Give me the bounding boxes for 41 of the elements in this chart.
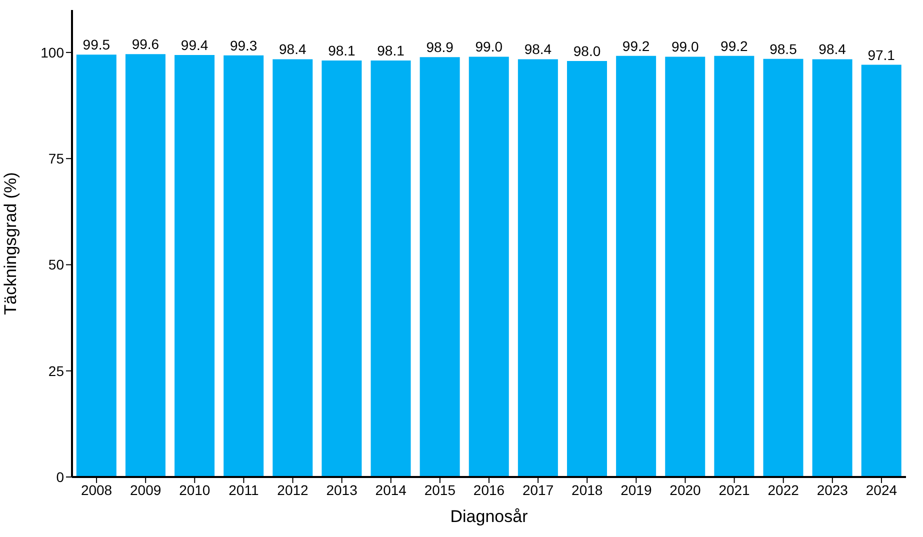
data-label: 99.2: [720, 38, 748, 54]
x-tick-label: 2010: [179, 482, 210, 498]
y-axis-title: Täckningsgrad (%): [1, 172, 20, 315]
x-tick-label: 2014: [375, 482, 407, 498]
y-tick-label: 25: [48, 362, 64, 379]
x-tick-label: 2016: [473, 482, 505, 498]
data-label: 98.4: [818, 41, 846, 58]
data-label: 97.1: [868, 46, 896, 63]
y-tick-label: 100: [40, 44, 64, 60]
x-tick-label: 2015: [424, 482, 456, 498]
data-label: 98.4: [279, 41, 306, 58]
x-tick-label: 2013: [326, 482, 358, 498]
data-label: 99.3: [230, 37, 258, 54]
data-label: 98.4: [524, 41, 552, 58]
x-tick-label: 2023: [816, 482, 848, 498]
data-label: 99.0: [475, 38, 503, 55]
data-label: 98.1: [377, 42, 405, 59]
y-tick-label: 75: [48, 150, 64, 167]
data-label: 98.0: [573, 42, 601, 59]
x-tick-label: 2018: [572, 482, 603, 498]
y-tick-label: 0: [56, 468, 64, 485]
data-label: 98.9: [426, 39, 454, 56]
data-label: 98.5: [770, 40, 798, 57]
x-axis-title: Diagnosår: [450, 507, 528, 526]
x-tick-label: 2024: [866, 482, 898, 498]
x-tick-label: 2022: [768, 482, 800, 498]
data-label: 99.0: [671, 38, 699, 55]
x-tick-label: 2019: [620, 482, 652, 498]
data-label: 99.5: [82, 36, 110, 53]
data-label: 99.4: [180, 37, 208, 53]
x-tick-label: 2017: [522, 482, 554, 498]
data-label: 99.2: [622, 38, 650, 54]
x-tick-label: 2011: [228, 482, 259, 498]
data-label: 98.1: [328, 42, 356, 59]
x-tick-label: 2012: [277, 482, 309, 498]
x-tick-label: 2021: [718, 482, 750, 498]
x-tick-label: 2020: [670, 482, 702, 498]
y-tick-label: 50: [48, 256, 64, 273]
data-label: 99.6: [132, 36, 160, 52]
x-tick-label: 2008: [80, 482, 112, 498]
x-tick-label: 2009: [130, 482, 162, 498]
